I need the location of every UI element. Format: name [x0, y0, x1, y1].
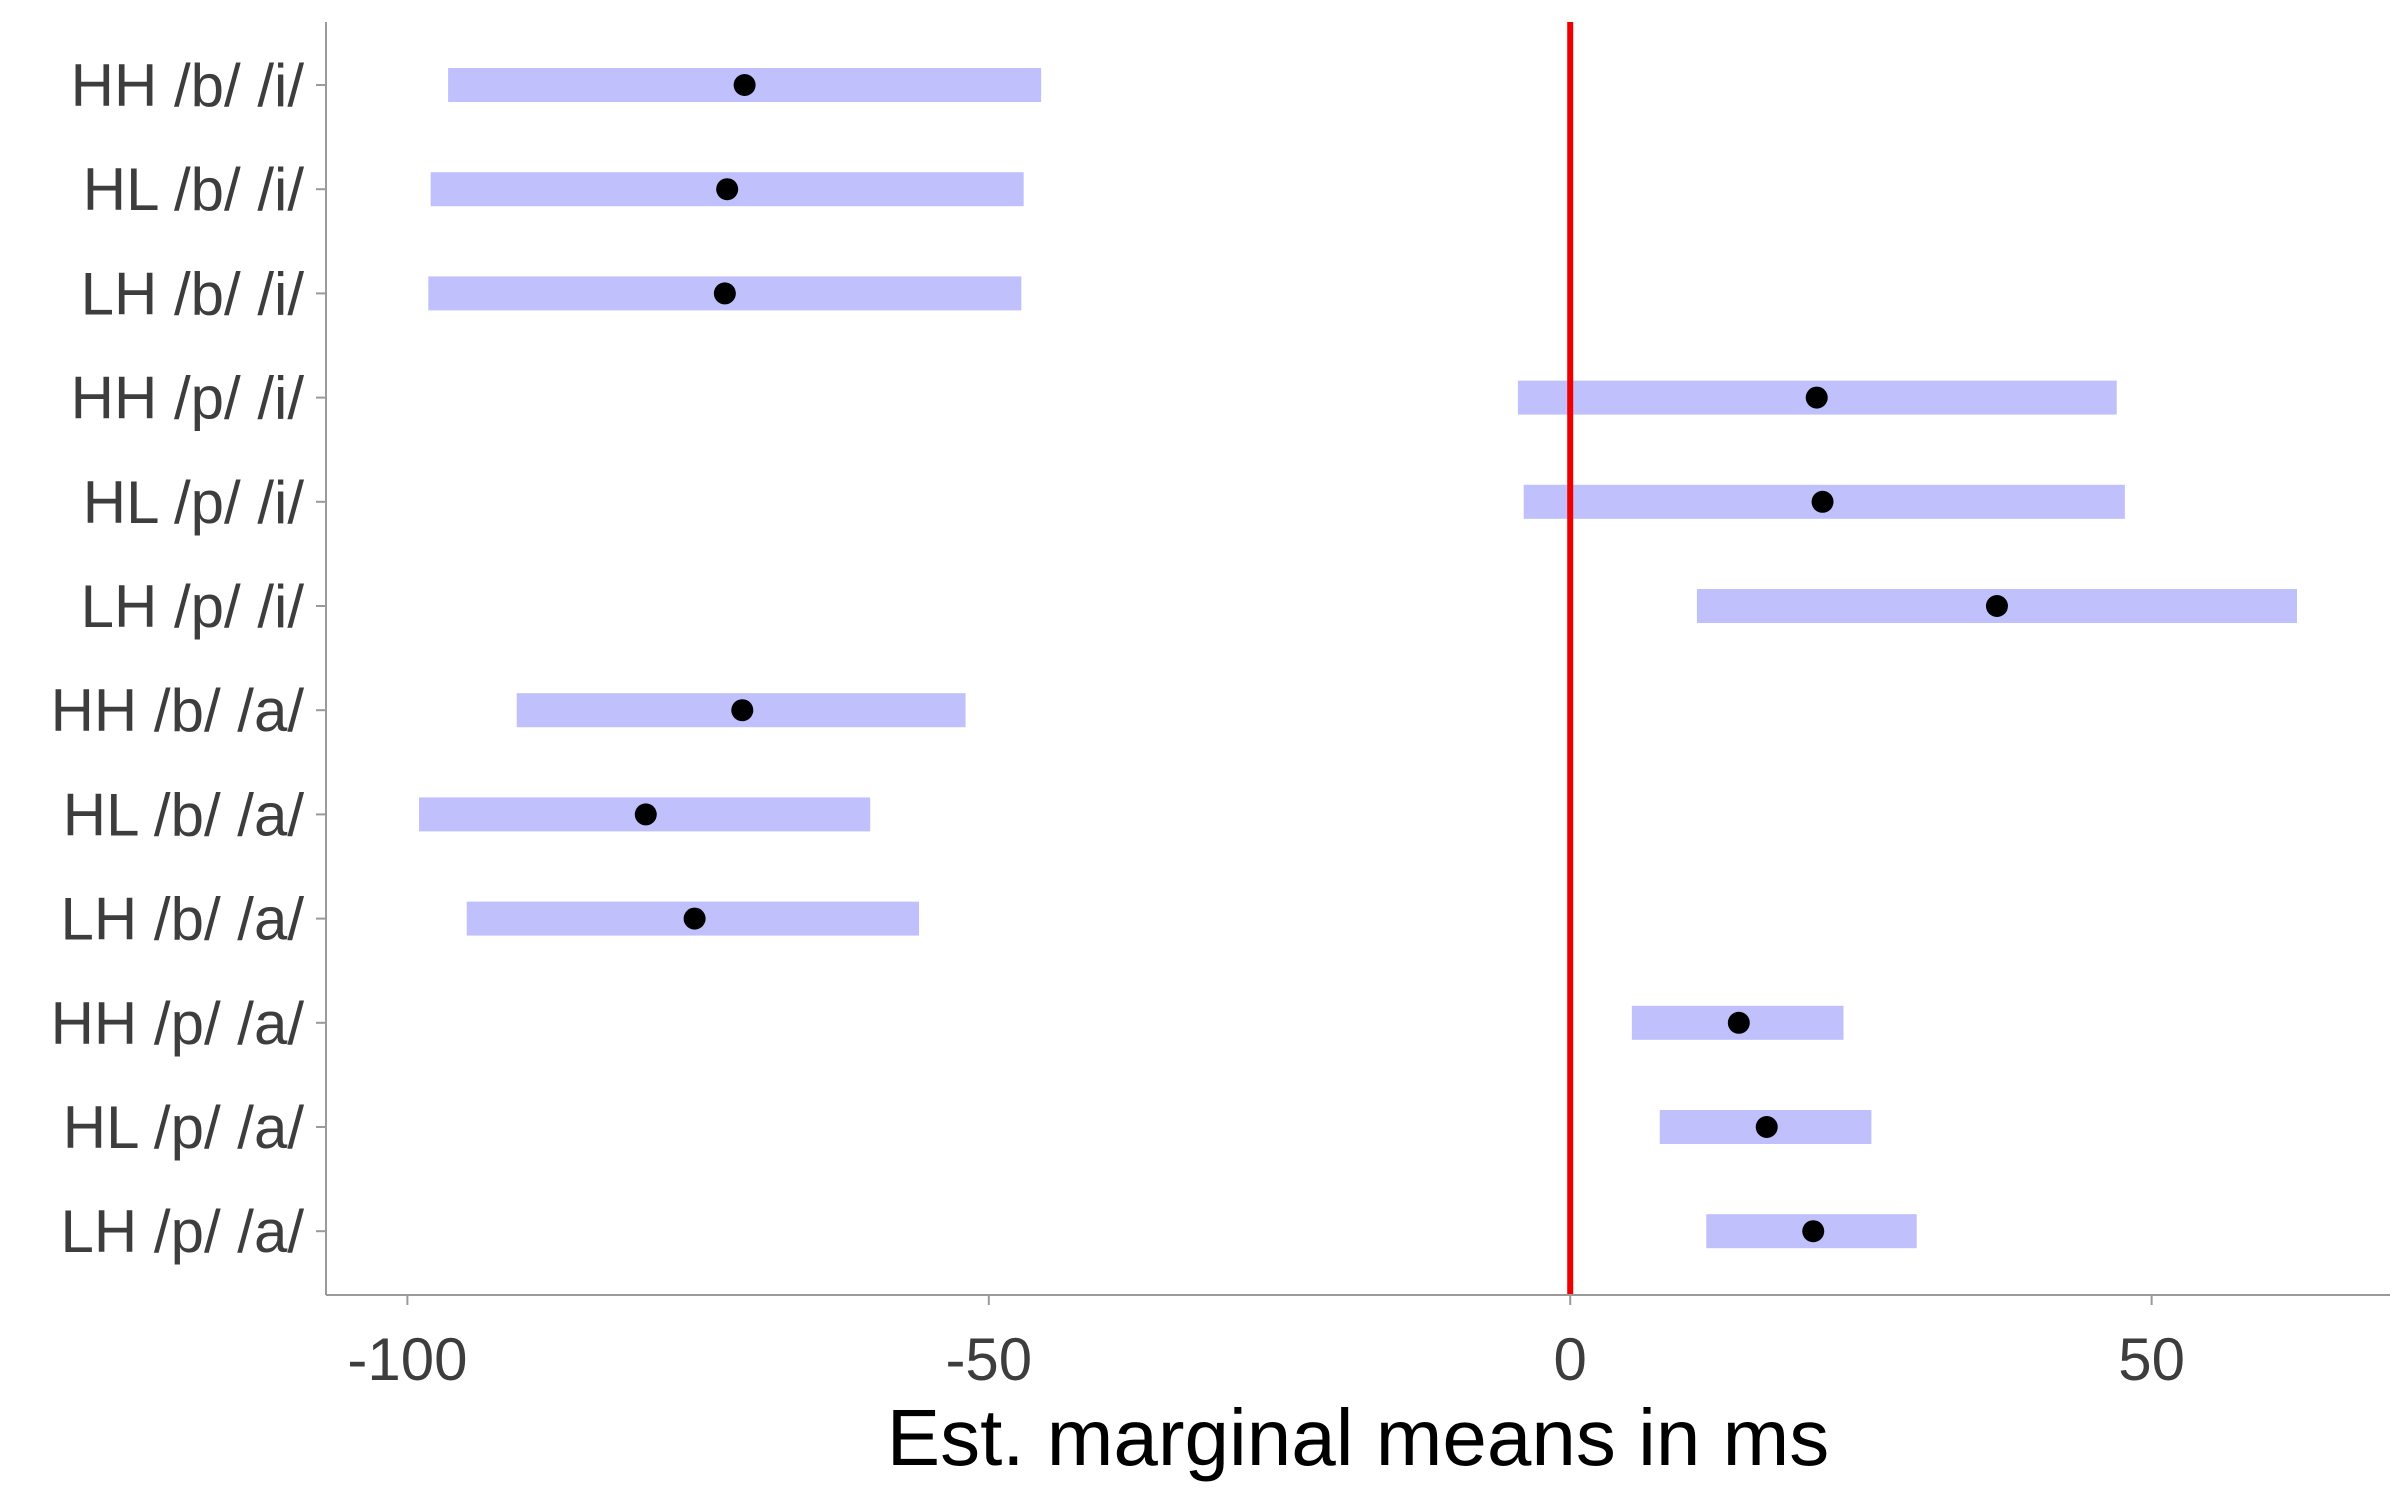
- y-tick-label: HL /b/ /a/: [63, 781, 305, 848]
- mean-point: [1727, 1011, 1750, 1034]
- y-tick-label: HH /p/ /i/: [71, 365, 305, 432]
- mean-point: [683, 907, 706, 930]
- y-tick-label: LH /p/ /i/: [81, 573, 305, 640]
- mean-points: [634, 74, 2008, 1243]
- y-tick-label: LH /p/ /a/: [61, 1198, 305, 1265]
- x-tick-label: -50: [945, 1326, 1032, 1393]
- y-tick-label: HH /b/ /i/: [71, 52, 305, 119]
- mean-point: [1755, 1116, 1778, 1138]
- mean-point: [1805, 386, 1828, 409]
- y-tick-label: LH /b/ /a/: [61, 886, 305, 953]
- y-tick-label: HL /p/ /i/: [83, 469, 305, 536]
- x-tick-label: 0: [1554, 1326, 1587, 1393]
- mean-point: [1985, 595, 2008, 617]
- x-tick-labels: -100 -50 0 50: [347, 1326, 2185, 1393]
- mean-point: [713, 282, 736, 305]
- y-tick-label: HL /p/ /a/: [63, 1094, 305, 1161]
- mean-point: [731, 699, 754, 722]
- axes: [316, 22, 2390, 1305]
- x-tick-label: -100: [347, 1326, 467, 1393]
- y-tick-label: HL /b/ /i/: [83, 156, 305, 223]
- x-tick-label: 50: [2118, 1326, 2185, 1393]
- y-tick-label: LH /b/ /i/: [81, 260, 305, 327]
- mean-point: [716, 178, 739, 201]
- mean-point: [634, 803, 657, 826]
- y-tick-label: HH /b/ /a/: [51, 677, 305, 744]
- mean-point: [733, 74, 756, 96]
- y-tick-labels: HH /b/ /i/HL /b/ /i/LH /b/ /i/HH /p/ /i/…: [51, 52, 305, 1265]
- x-axis-title: Est. marginal means in ms: [887, 1393, 1830, 1482]
- y-tick-label: HH /p/ /a/: [51, 990, 305, 1057]
- mean-point: [1802, 1220, 1825, 1243]
- mean-point: [1811, 490, 1834, 513]
